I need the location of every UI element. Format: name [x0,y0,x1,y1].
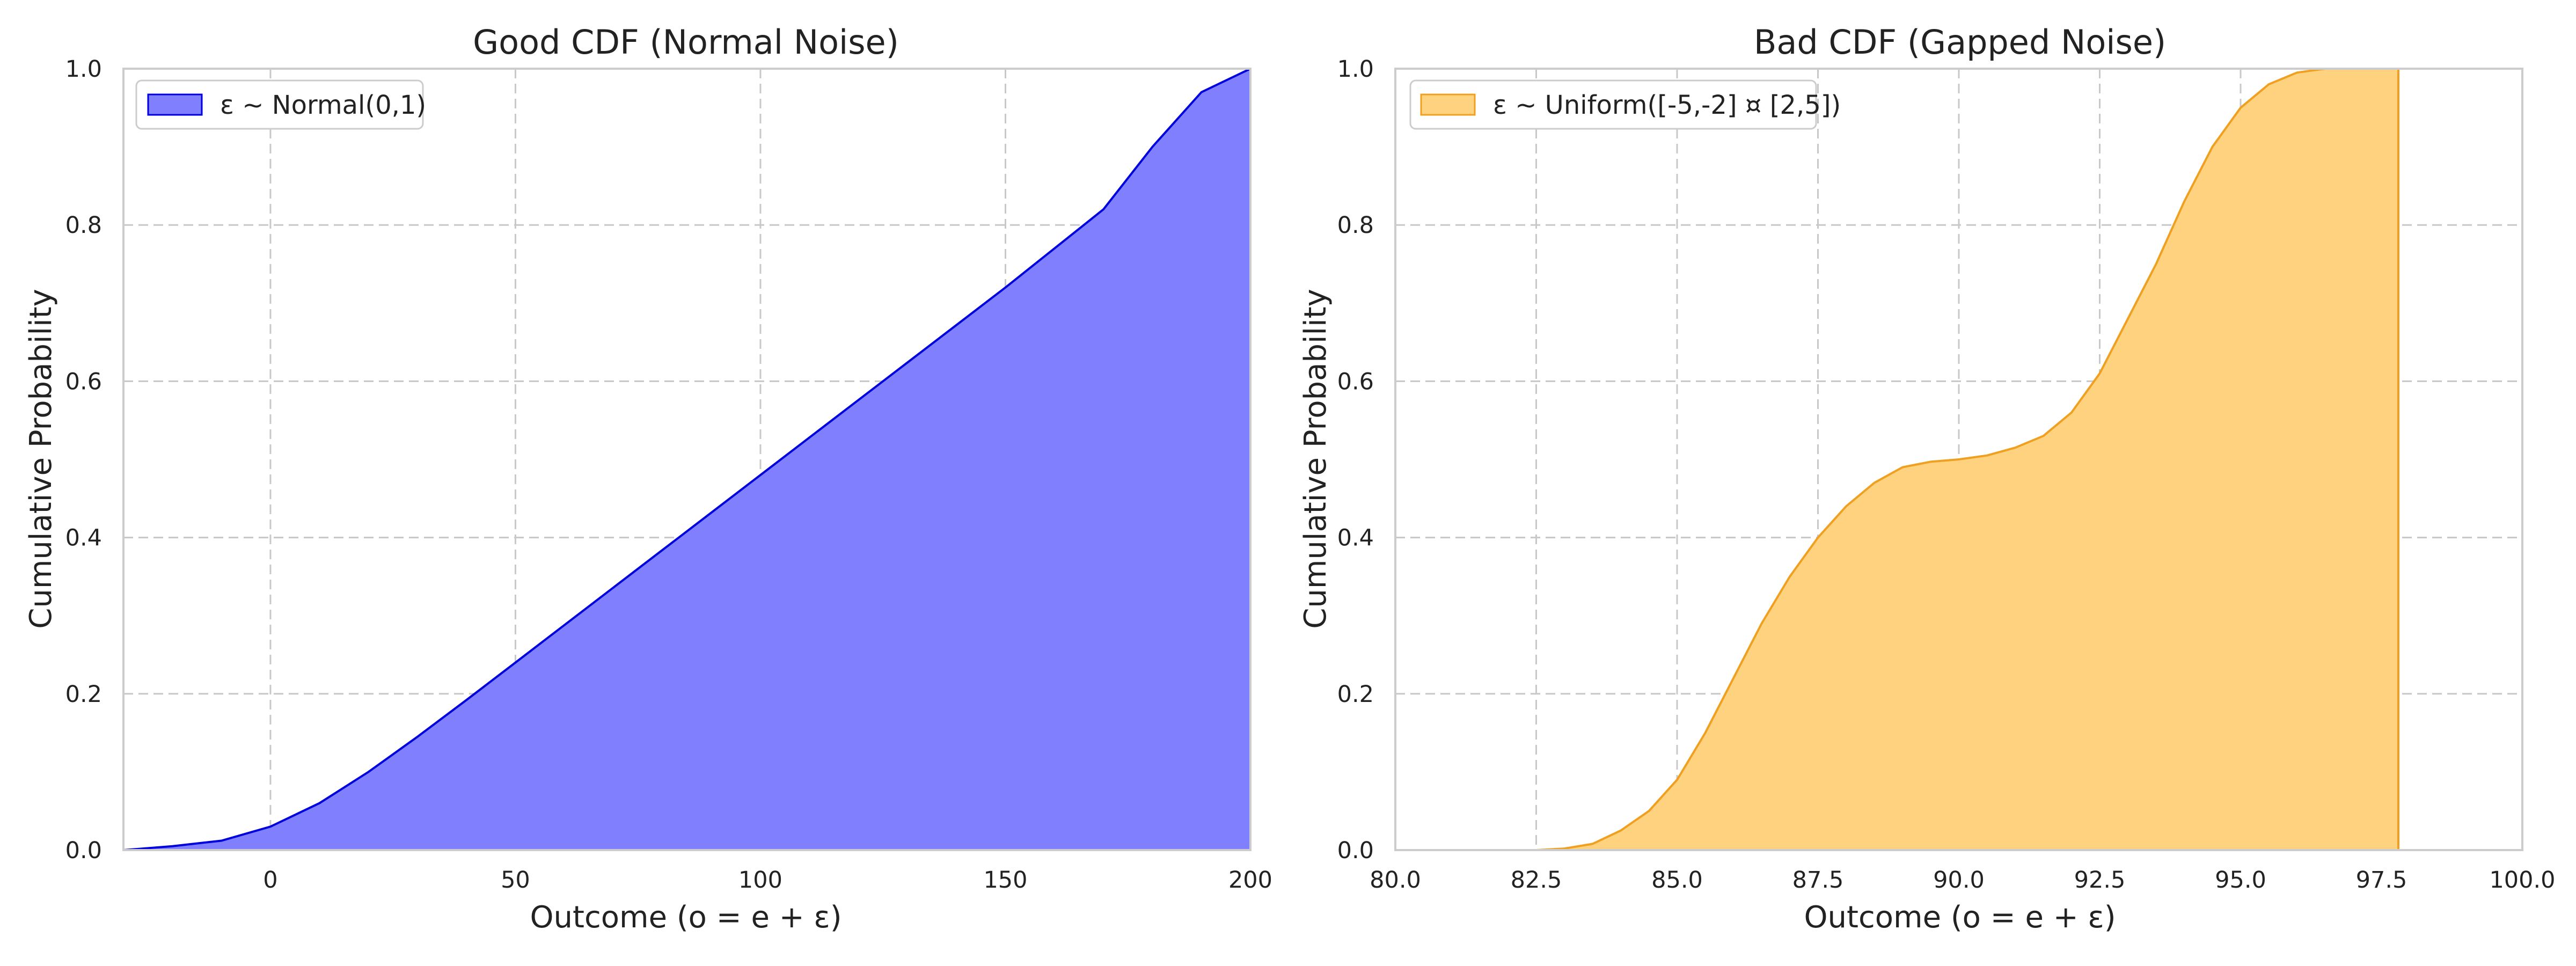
plot-frame [122,68,1252,851]
legend-label: ε ~ Uniform([-5,-2] ¤ [2,5]) [1493,90,1841,120]
legend-swatch [1420,93,1476,116]
x-tick-label: 100 [738,867,782,894]
x-tick-label: 82.5 [1511,867,1562,894]
x-tick-label: 100.0 [2489,867,2555,894]
y-tick-labels: 0.0 0.2 0.4 0.6 0.8 1.0 [1337,56,1374,864]
chart-title: Bad CDF (Gapped Noise) [1754,23,2166,62]
y-axis-label: Cumulative Probability [24,289,58,628]
x-tick-label: 80.0 [1370,867,1421,894]
x-tick-labels: 0 50 100 150 200 [263,867,1272,894]
chart-title: Good CDF (Normal Noise) [473,23,899,62]
x-axis-label: Outcome (o = e + ε) [530,900,841,935]
y-tick-label: 1.0 [1337,56,1374,83]
x-tick-label: 0 [263,867,277,894]
legend-box [1409,79,1817,130]
x-tick-label: 87.5 [1792,867,1844,894]
x-tick-label: 97.5 [2356,867,2407,894]
x-tick-labels: 80.0 82.5 85.0 87.5 90.0 92.5 95.0 97.5 100.0 [1370,867,2555,894]
y-tick-label: 0.0 [1337,837,1374,864]
series-area-normal-noise [123,69,1250,850]
y-tick-label: 0.6 [65,368,102,395]
series-line-gapped-noise [1395,68,2399,851]
legend: ε ~ Uniform([-5,-2] ¤ [2,5]) [1409,79,1841,130]
x-tick-label: 90.0 [1933,867,1985,894]
x-tick-label: 95.0 [2215,867,2266,894]
x-axis-label: Outcome (o = e + ε) [1804,900,2116,935]
y-tick-label: 0.4 [1337,525,1374,552]
y-tick-label: 0.8 [1337,212,1374,239]
y-tick-label: 0.2 [1337,681,1374,708]
legend: ε ~ Normal(0,1) [135,79,426,130]
y-tick-labels: 0.0 0.2 0.4 0.6 0.8 1.0 [65,56,102,864]
chart-panel-good-cdf: Good CDF (Normal Noise) 0 50 100 150 200 0.0… [24,23,1272,935]
legend-box [135,79,424,130]
y-tick-label: 0.4 [65,525,102,552]
x-tick-label: 92.5 [2074,867,2126,894]
series-area-gapped-noise [1395,69,2398,850]
y-tick-label: 0.0 [65,837,102,864]
series-line-normal-noise [123,68,1251,851]
y-tick-label: 1.0 [65,56,102,83]
y-tick-label: 0.6 [1337,368,1374,395]
y-axis-label: Cumulative Probability [1298,289,1333,628]
x-tick-label: 200 [1228,867,1272,894]
chart-panel-bad-cdf: Bad CDF (Gapped Noise) 80.0 82.5 85.0 87.5 9… [1298,23,2556,935]
plot-frame [1394,68,2523,851]
y-tick-label: 0.8 [65,212,102,239]
x-tick-label: 150 [983,867,1027,894]
y-tick-label: 0.2 [65,681,102,708]
legend-swatch [147,93,203,116]
legend-label: ε ~ Normal(0,1) [220,90,426,120]
x-tick-label: 50 [501,867,530,894]
x-tick-label: 85.0 [1651,867,1703,894]
